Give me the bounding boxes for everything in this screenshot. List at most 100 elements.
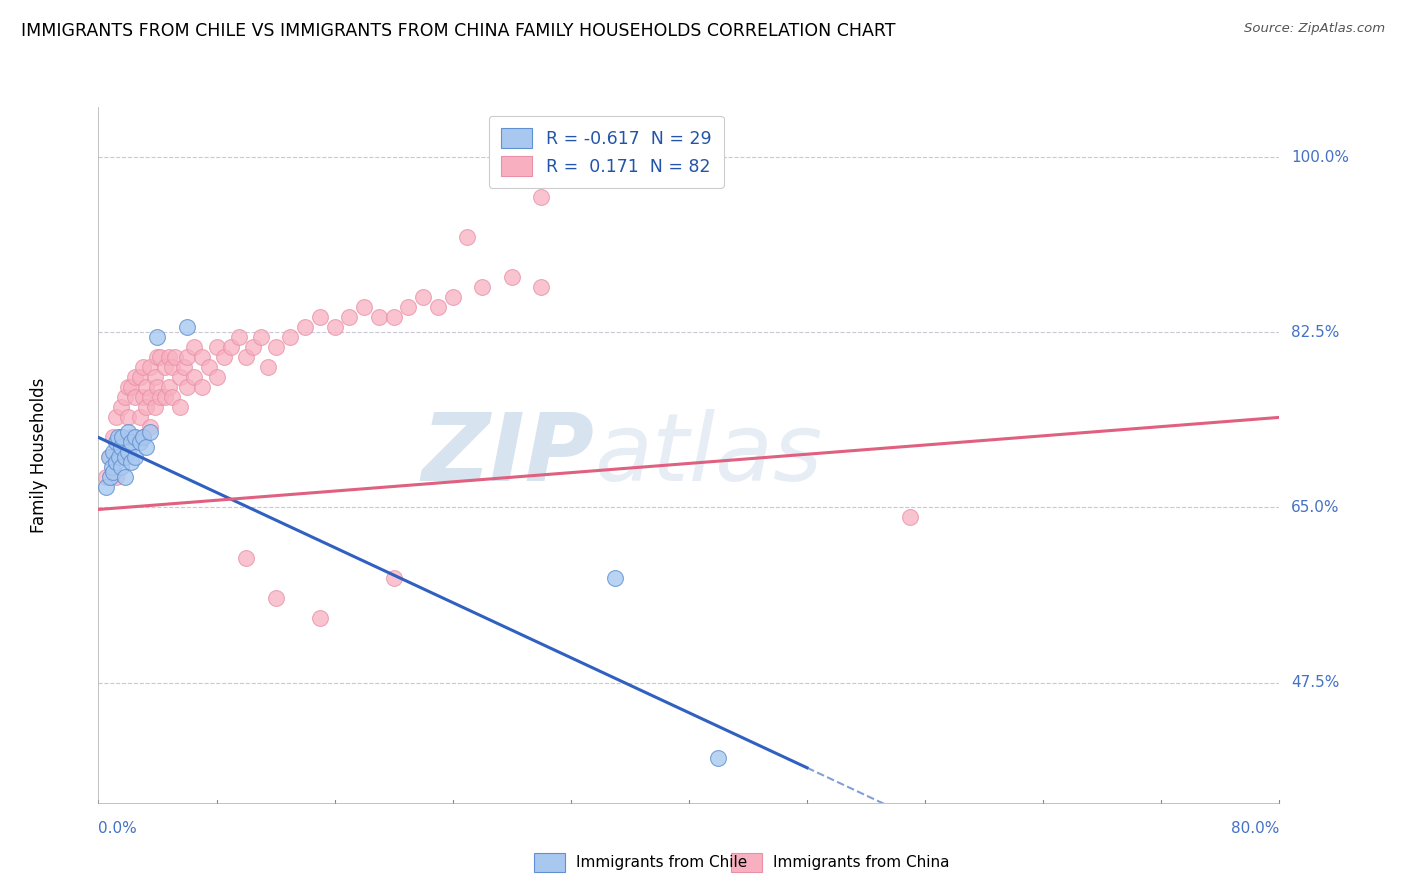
Point: [120, 430, 142, 444]
Point: [117, 445, 139, 459]
Point: [143, 401, 166, 415]
Text: ZIP: ZIP: [422, 409, 595, 501]
Point: [149, 351, 172, 365]
Point: [501, 270, 523, 285]
Point: [103, 430, 125, 444]
Point: [124, 430, 146, 444]
Point: [135, 401, 157, 415]
Point: [139, 390, 162, 404]
Point: [191, 351, 214, 365]
Point: [107, 430, 129, 444]
Point: [128, 410, 150, 425]
Point: [169, 401, 191, 415]
Point: [105, 435, 128, 450]
Point: [132, 430, 155, 444]
Text: 65.0%: 65.0%: [1291, 500, 1340, 515]
Point: [139, 425, 162, 440]
Point: [105, 470, 128, 484]
Point: [124, 390, 146, 404]
Point: [103, 445, 125, 459]
Point: [176, 320, 198, 334]
Point: [110, 441, 132, 455]
Point: [264, 591, 287, 605]
Point: [173, 360, 195, 375]
Point: [128, 435, 150, 450]
Point: [242, 340, 264, 354]
Point: [205, 340, 228, 354]
Point: [257, 360, 280, 375]
Point: [396, 300, 419, 314]
Point: [135, 441, 157, 455]
Text: Immigrants from China: Immigrants from China: [773, 855, 950, 870]
Point: [530, 280, 553, 294]
Point: [114, 470, 136, 484]
Text: Source: ZipAtlas.com: Source: ZipAtlas.com: [1244, 22, 1385, 36]
Point: [149, 390, 172, 404]
Point: [162, 390, 183, 404]
Point: [309, 310, 332, 325]
Text: 0.0%: 0.0%: [98, 821, 138, 836]
Point: [120, 455, 142, 469]
Point: [176, 351, 198, 365]
Point: [219, 340, 242, 354]
Point: [132, 430, 155, 444]
Point: [146, 351, 169, 365]
Point: [94, 480, 117, 494]
Point: [228, 330, 250, 344]
Point: [114, 450, 136, 465]
Point: [157, 380, 180, 394]
Point: [427, 300, 450, 314]
Point: [157, 351, 180, 365]
Point: [153, 360, 176, 375]
Point: [135, 380, 157, 394]
Point: [139, 360, 162, 375]
Point: [309, 610, 332, 624]
Point: [120, 380, 142, 394]
Point: [900, 510, 922, 524]
Text: Immigrants from Chile: Immigrants from Chile: [576, 855, 748, 870]
Point: [278, 330, 302, 344]
Text: Family Households: Family Households: [31, 377, 48, 533]
Point: [98, 450, 121, 465]
Point: [205, 370, 228, 384]
Point: [98, 470, 121, 484]
Point: [530, 190, 553, 204]
Point: [353, 300, 375, 314]
Point: [183, 370, 205, 384]
Point: [120, 435, 142, 450]
Point: [250, 330, 273, 344]
Point: [235, 351, 257, 365]
Point: [111, 430, 134, 444]
Point: [198, 360, 221, 375]
Point: [382, 310, 405, 325]
Text: IMMIGRANTS FROM CHILE VS IMMIGRANTS FROM CHINA FAMILY HOUSEHOLDS CORRELATION CHA: IMMIGRANTS FROM CHILE VS IMMIGRANTS FROM…: [21, 22, 896, 40]
Point: [146, 380, 169, 394]
Point: [94, 470, 117, 484]
Point: [368, 310, 391, 325]
Point: [337, 310, 360, 325]
Point: [124, 430, 146, 444]
Point: [105, 410, 128, 425]
Point: [264, 340, 287, 354]
Point: [117, 425, 139, 440]
Point: [471, 280, 494, 294]
Text: 80.0%: 80.0%: [1232, 821, 1279, 836]
Point: [110, 460, 132, 475]
Point: [110, 401, 132, 415]
Point: [323, 320, 346, 334]
Point: [212, 351, 235, 365]
Point: [103, 466, 125, 480]
Point: [441, 290, 464, 304]
Point: [294, 320, 316, 334]
Point: [382, 570, 405, 584]
Point: [117, 380, 139, 394]
Point: [574, 170, 596, 185]
Point: [132, 390, 155, 404]
Point: [124, 450, 146, 465]
Point: [114, 390, 136, 404]
Text: 47.5%: 47.5%: [1291, 675, 1340, 690]
Text: 82.5%: 82.5%: [1291, 325, 1340, 340]
Point: [165, 351, 187, 365]
Point: [162, 360, 183, 375]
Point: [105, 455, 128, 469]
